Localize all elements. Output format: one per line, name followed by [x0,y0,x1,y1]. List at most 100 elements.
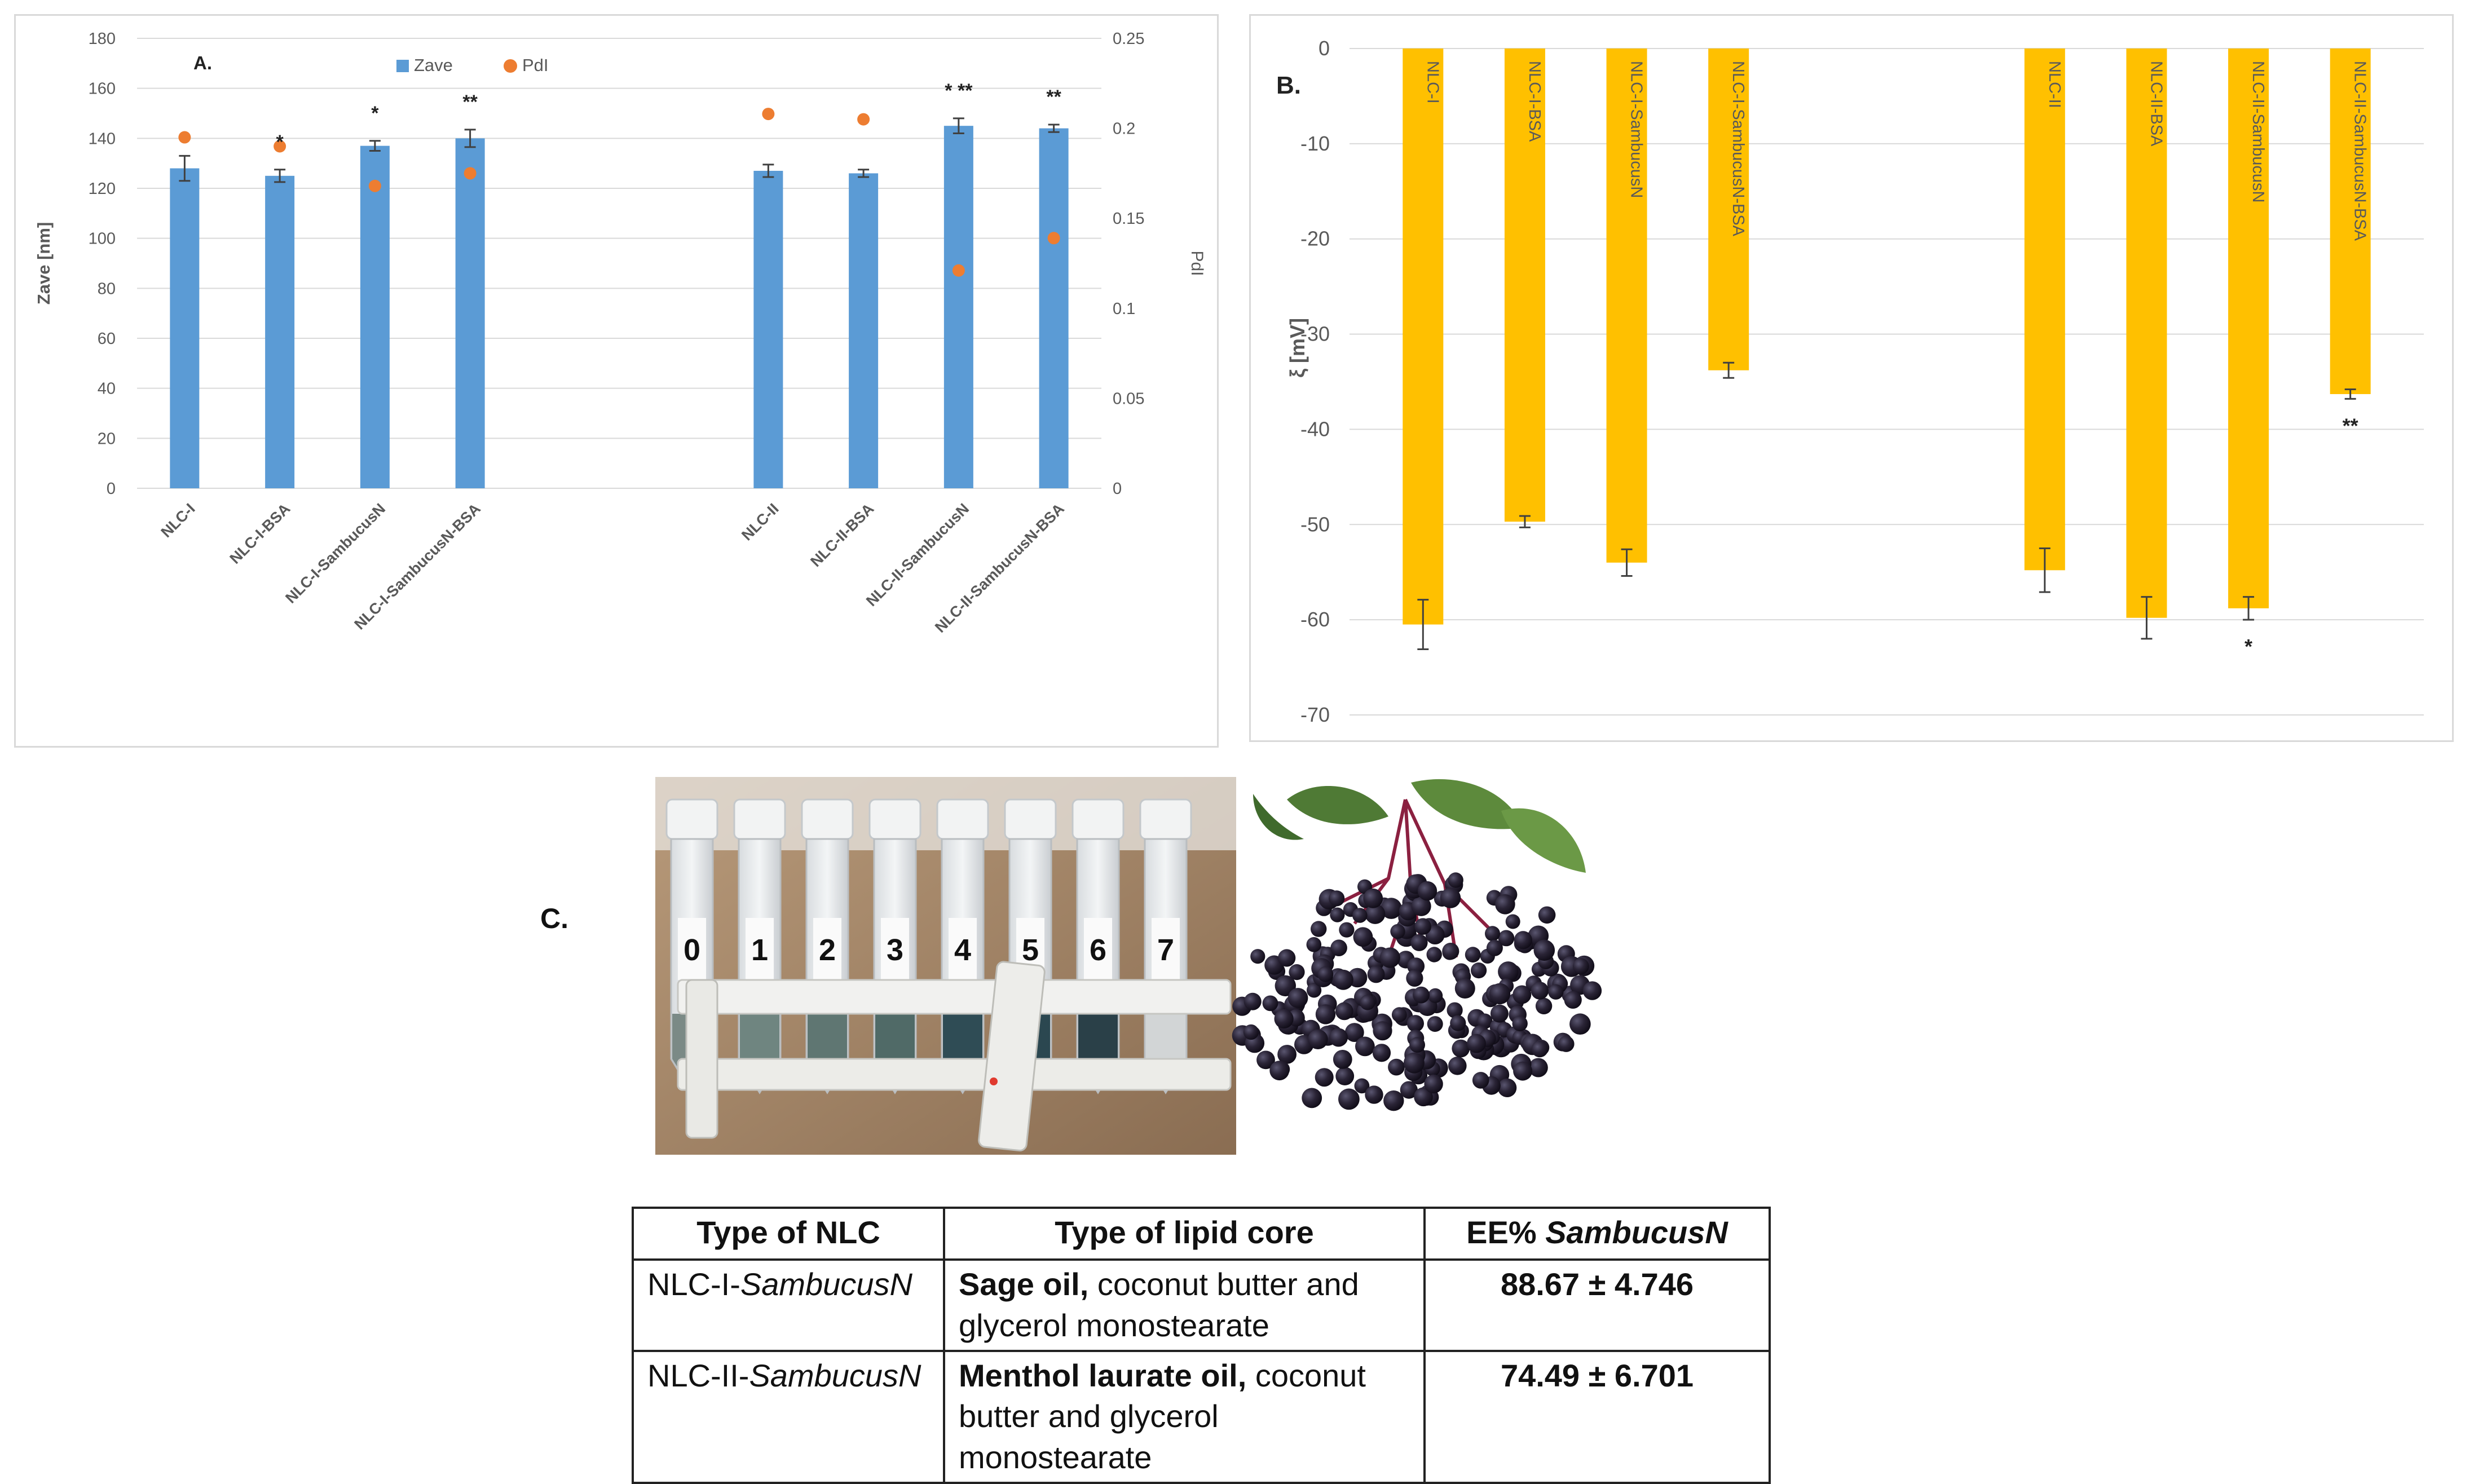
tube-cap [801,798,854,840]
elderberry [1426,947,1442,962]
elderberry [1417,881,1437,901]
bar-zeta-nlc-ii-sambucusn-bsa [2330,48,2371,394]
table-header-row: Type of NLC Type of lipid core EE% Sambu… [632,1207,1771,1261]
elderberry [1365,1085,1383,1104]
elderberry [1278,949,1296,967]
y2-tick-label: 0.25 [1113,30,1144,48]
tube-label-patch [678,918,706,980]
tube-cap [665,798,718,840]
elderberry [1448,1057,1467,1075]
bar-zave-nlc-i-bsa [265,175,295,488]
tube-label-patch [813,918,841,980]
point-pdi-nlc-ii-sambucusn [952,264,965,277]
elderberry [1277,1045,1297,1064]
table-row: NLC-II-SambucusN Menthol laurate oil, co… [632,1349,1771,1484]
zeta-potential-chart: 0 -10 -20 -30 -40 -50 -60 -70 ξ [mV] B. NLC-I NLC-I… [1276,37,2424,726]
bar-category-label: NLC-I-BSA [1525,61,1544,142]
x-tick-label: NLC-II-SambucusN [863,500,972,610]
elderberry [1400,1081,1418,1099]
elderberry [1243,1024,1259,1040]
elderberry [1533,939,1555,961]
elderberry [1427,1016,1443,1032]
elderberry [1564,991,1582,1009]
elderberry [1367,965,1385,983]
elderberry [1388,1058,1405,1076]
panel-b-zeta-chart: 0 -10 -20 -30 -40 -50 -60 -70 ξ [mV] B. NLC-I NLC-I… [1249,14,2454,742]
bar-category-label: NLC-II-SambucusN-BSA [2351,61,2369,241]
elderberry [1391,1007,1407,1023]
tube-cap [936,798,989,840]
bar-zave-nlc-ii-bsa [849,173,879,488]
core-bold: Menthol laurate oil, [959,1357,1247,1393]
elderberry [1338,1088,1360,1110]
significance-mark: ** [462,91,478,113]
elderberry [1317,966,1334,982]
legend-pdi-label: PdI [522,55,549,75]
elderberry [1409,1037,1425,1053]
elderberry [1410,934,1428,951]
y-tick-label: 180 [89,30,116,48]
zave-pdi-chart: 0 20 40 60 80 100 120 140 160 180 0 0.05 0.1 0.15 0.2 0… [34,30,1206,636]
elderberry [1454,978,1475,999]
bar-zeta-nlc-i-sambucusn [1606,48,1647,563]
y-tick-label: -30 [1300,323,1330,346]
elderberry [1306,937,1322,952]
y-tick-label: 0 [1319,37,1330,60]
nlc-italic: SambucusN [749,1357,921,1393]
elderberry [1486,939,1503,956]
y2-tick-label: 0.15 [1113,210,1144,228]
point-pdi-nlc-i [178,131,191,144]
elderberry [1307,983,1322,998]
y-tick-label: -40 [1300,417,1330,440]
elderberry [1450,1015,1466,1031]
elderberry [1447,1002,1463,1018]
elderberry [1302,1088,1322,1108]
point-pdi-nlc-ii-bsa [857,113,870,126]
elderberry [1505,914,1520,929]
tube-cap [733,798,786,840]
bar-zeta-nlc-i [1403,48,1444,625]
header-ee-italic: SambucusN [1545,1214,1728,1250]
elderberry [1569,1013,1591,1035]
elderberry [1330,939,1347,956]
elderberry [1287,988,1308,1008]
elderberry [1414,918,1431,935]
tube-label-patch [1152,918,1180,980]
legend-zave-label: Zave [414,55,453,75]
elderberry [1485,926,1500,942]
elderberry [1363,888,1383,908]
elderberry [1274,1009,1294,1029]
header-lipid-core: Type of lipid core [943,1207,1426,1261]
elderberry [1269,1061,1290,1081]
tube-label: 6 [1090,933,1106,967]
y-tick-label: 60 [98,330,116,348]
elderberry [1333,969,1353,990]
elderberry [1467,1034,1486,1053]
elderberry [1256,1050,1275,1070]
bar-zeta-nlc-ii-bsa [2126,48,2167,618]
encapsulation-efficiency-table: Type of NLC Type of lipid core EE% Sambu… [632,1207,1771,1484]
panel-a-label: A. [193,52,212,73]
tube-label: 2 [819,933,836,967]
elderberry [1308,1029,1328,1049]
significance-mark: * [276,131,284,153]
elderberry [1424,1074,1443,1094]
cell-lipid-core: Sage oil, coconut butter and glycerol mo… [943,1258,1426,1352]
header-ee: EE% SambucusN [1423,1207,1771,1261]
elderberry [1372,1044,1391,1062]
point-pdi-nlc-ii [762,108,775,121]
bar-category-label: NLC-II [2045,61,2063,108]
y-tick-label: -10 [1300,132,1330,155]
y-tick-label: 80 [98,280,116,298]
y-tick-label: 120 [89,180,116,198]
header-type-of-nlc: Type of NLC [632,1207,945,1261]
bar-category-label: NLC-I-SambucusN [1628,61,1646,198]
y-tick-label: -50 [1300,513,1330,536]
tube-label: 5 [1022,933,1039,967]
point-pdi-nlc-ii-sambucusn-bsa [1047,232,1060,245]
y2-tick-label: 0.1 [1113,300,1135,318]
bar-zave-nlc-i-sambucusn-bsa [455,138,485,489]
elderberry [1352,908,1368,923]
elderberry [1411,896,1431,916]
bar-zeta-nlc-ii-sambucusn [2228,48,2269,608]
